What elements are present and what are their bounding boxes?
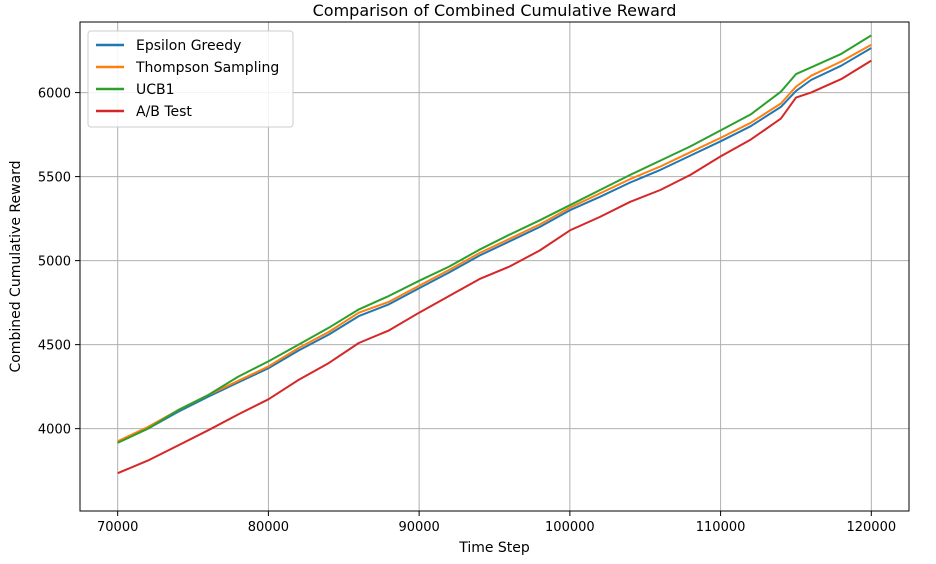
series-line-thompson-sampling [117, 43, 872, 443]
x-tick-label: 90000 [398, 520, 439, 535]
y-tick-label: 4500 [38, 339, 71, 354]
x-tick-label: 80000 [248, 520, 289, 535]
legend-label-thompson-sampling: Thompson Sampling [135, 60, 279, 76]
plot-frame [79, 21, 910, 512]
x-tick-label: 120000 [846, 520, 896, 535]
legend-label-a-b-test: A/B Test [136, 104, 192, 120]
series-lines [117, 34, 872, 475]
legend: Epsilon Greedy Thompson Sampling UCB1 A/B T… [87, 30, 294, 128]
x-axis-label: Time Step [458, 540, 530, 556]
y-tick-label: 4000 [38, 423, 71, 438]
y-tick-label: 6000 [38, 87, 71, 102]
legend-box [87, 30, 294, 128]
series-line-epsilon-greedy [117, 47, 872, 444]
y-tick-label: 5000 [38, 255, 71, 270]
y-axis-label: Combined Cumulative Reward [8, 160, 24, 372]
chart-title: Comparison of Combined Cumulative Reward [313, 1, 677, 20]
x-tick-label: 70000 [97, 520, 138, 535]
series-line-ucb1 [117, 34, 872, 444]
x-tick-label: 110000 [696, 520, 746, 535]
series-line-a-b-test [117, 59, 872, 475]
legend-label-epsilon-greedy: Epsilon Greedy [136, 38, 241, 54]
legend-label-ucb1: UCB1 [136, 82, 175, 98]
x-tick-label: 100000 [545, 520, 595, 535]
y-tick-label: 5500 [38, 171, 71, 186]
axis-ticks: 70000 80000 90000 100000 110000 120000 4000 450… [38, 87, 896, 535]
